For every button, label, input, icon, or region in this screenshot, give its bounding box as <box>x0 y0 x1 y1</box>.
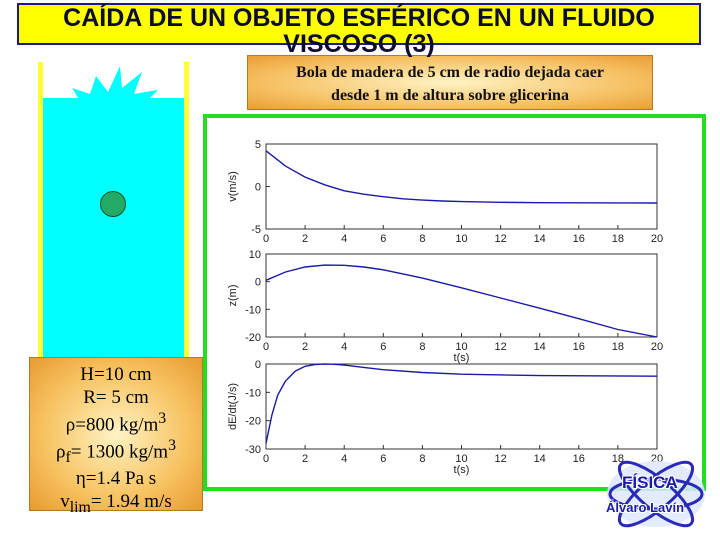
plot-1-xtick-label: 12 <box>494 233 506 245</box>
plot-2-xtick-label: 0 <box>263 341 269 353</box>
plot-3-ytick-label: -10 <box>245 387 261 399</box>
plot-3-xtick-label: 16 <box>573 453 585 465</box>
plot-2-ytick-label: -20 <box>245 332 261 344</box>
plot-3-xtick-label: 2 <box>302 453 308 465</box>
wooden-ball <box>100 191 126 217</box>
plot-1-xtick-label: 18 <box>612 233 624 245</box>
plot-1-xtick-label: 4 <box>341 233 347 245</box>
plot-3-xtick-label: 14 <box>534 453 546 465</box>
fisica-logo <box>607 460 705 528</box>
rhof-exponent: 3 <box>168 436 176 454</box>
param-radius: R= 5 cm <box>83 386 149 408</box>
slide-title: CAÍDA DE UN OBJETO ESFÉRICO EN UN FLUIDO… <box>17 3 701 57</box>
tube-left-wall <box>38 62 43 502</box>
plot-2-xtick-label: 20 <box>651 341 663 353</box>
plot-2-ylabel: z(m) <box>227 285 239 307</box>
plot-3-xtick-label: 8 <box>419 453 425 465</box>
plot-2-axes-box <box>265 253 658 338</box>
rhof-subscript: f <box>65 448 71 466</box>
plot-3-xtick-label: 4 <box>341 453 347 465</box>
splash-shape <box>64 66 160 118</box>
plot-1-xtick-label: 2 <box>302 233 308 245</box>
plot-2-xtick-label: 2 <box>302 341 308 353</box>
plot-1-xtick-label: 0 <box>263 233 269 245</box>
plot-1-ylabel: v(m/s) <box>227 171 239 202</box>
rhof-symbol: ρ <box>56 441 66 463</box>
eta-value: =1.4 Pa s <box>85 467 157 489</box>
plot-1-xtick-label: 16 <box>573 233 585 245</box>
plot-3-xtick-label: 0 <box>263 453 269 465</box>
rho-exponent: 3 <box>158 409 167 427</box>
slide-title-text: CAÍDA DE UN OBJETO ESFÉRICO EN UN FLUIDO… <box>63 4 655 59</box>
plot-1-xtick-label: 20 <box>651 233 663 245</box>
plot-2-ytick-label: 0 <box>255 277 261 289</box>
logo-text-author: Álvaro Lavín <box>606 500 685 515</box>
plot-3-xtick-label: 6 <box>380 453 386 465</box>
plot-2-xlabel: t(s) <box>454 352 470 364</box>
param-density: ρ=800 kg/m3 <box>30 410 202 437</box>
param-viscosity: η=1.4 Pa s <box>30 468 202 491</box>
description-box: Bola de madera de 5 cm de radio dejada c… <box>247 55 653 110</box>
plot-1-xtick-label: 8 <box>419 233 425 245</box>
plot-3-ytick-label: -20 <box>245 416 261 428</box>
plot-2-xtick-label: 6 <box>380 341 386 353</box>
plot-2-ytick-label: -10 <box>245 304 261 316</box>
param-terminal-velocity: vlim= 1.94 m/s <box>30 491 202 518</box>
plot-2-xtick-label: 16 <box>573 341 585 353</box>
rhof-value: = 1300 kg/m <box>70 441 169 463</box>
plot-2-xtick-label: 12 <box>494 341 506 353</box>
plot-3-xtick-label: 10 <box>455 453 467 465</box>
description-line-2: desde 1 m de altura sobre glicerina <box>331 87 569 105</box>
eta-symbol: η <box>75 467 86 489</box>
vlim-value: = 1.94 m/s <box>90 490 172 512</box>
plot-3-xlabel: t(s) <box>454 464 470 476</box>
plot-1-ytick-label: 5 <box>255 139 261 151</box>
plot-2-xtick-label: 4 <box>341 341 347 353</box>
description-line-1: Bola de madera de 5 cm de radio dejada c… <box>296 64 604 81</box>
rho-symbol: ρ <box>65 413 76 435</box>
plot-2-xtick-label: 18 <box>612 341 624 353</box>
plot-2-xtick-label: 14 <box>534 341 546 353</box>
plot-1-xtick-label: 6 <box>380 233 386 245</box>
tube-right-wall <box>184 62 189 502</box>
plot-1-xtick-label: 10 <box>455 233 467 245</box>
parameters-box: H=10 cm R= 5 cm ρ=800 kg/m3 ρf= 1300 kg/… <box>29 357 203 515</box>
plot-1-ytick-label: 0 <box>255 182 261 194</box>
plot-2-series-line <box>265 264 658 338</box>
param-fluid-density: ρf= 1300 kg/m3 <box>30 437 202 468</box>
plot-1-ytick-label: -5 <box>251 224 261 236</box>
plot-2-ytick-label: 10 <box>249 249 261 261</box>
plot-3-axes-box <box>265 363 658 450</box>
logo-text-fisica: FÍSICA <box>622 473 678 492</box>
plot-3-xtick-label: 12 <box>494 453 506 465</box>
plot-3-series-line <box>265 363 658 444</box>
plot-3-xtick-label: 18 <box>612 453 624 465</box>
plot-3-ytick-label: 0 <box>255 359 261 371</box>
plot-2-xtick-label: 8 <box>419 341 425 353</box>
plot-1-series-line <box>265 150 658 204</box>
vlim-symbol: v <box>60 490 70 512</box>
vlim-subscript: lim <box>69 498 91 516</box>
rho-value: =800 kg/m <box>75 413 159 435</box>
param-height: H=10 cm <box>80 364 152 385</box>
plot-2-xtick-label: 10 <box>455 341 467 353</box>
plot-3-ytick-label: -30 <box>245 444 261 456</box>
plot-1-axes-box <box>265 143 658 230</box>
plot-3-ylabel: dE/dt(J/s) <box>227 383 239 430</box>
plot-1-xtick-label: 14 <box>534 233 546 245</box>
